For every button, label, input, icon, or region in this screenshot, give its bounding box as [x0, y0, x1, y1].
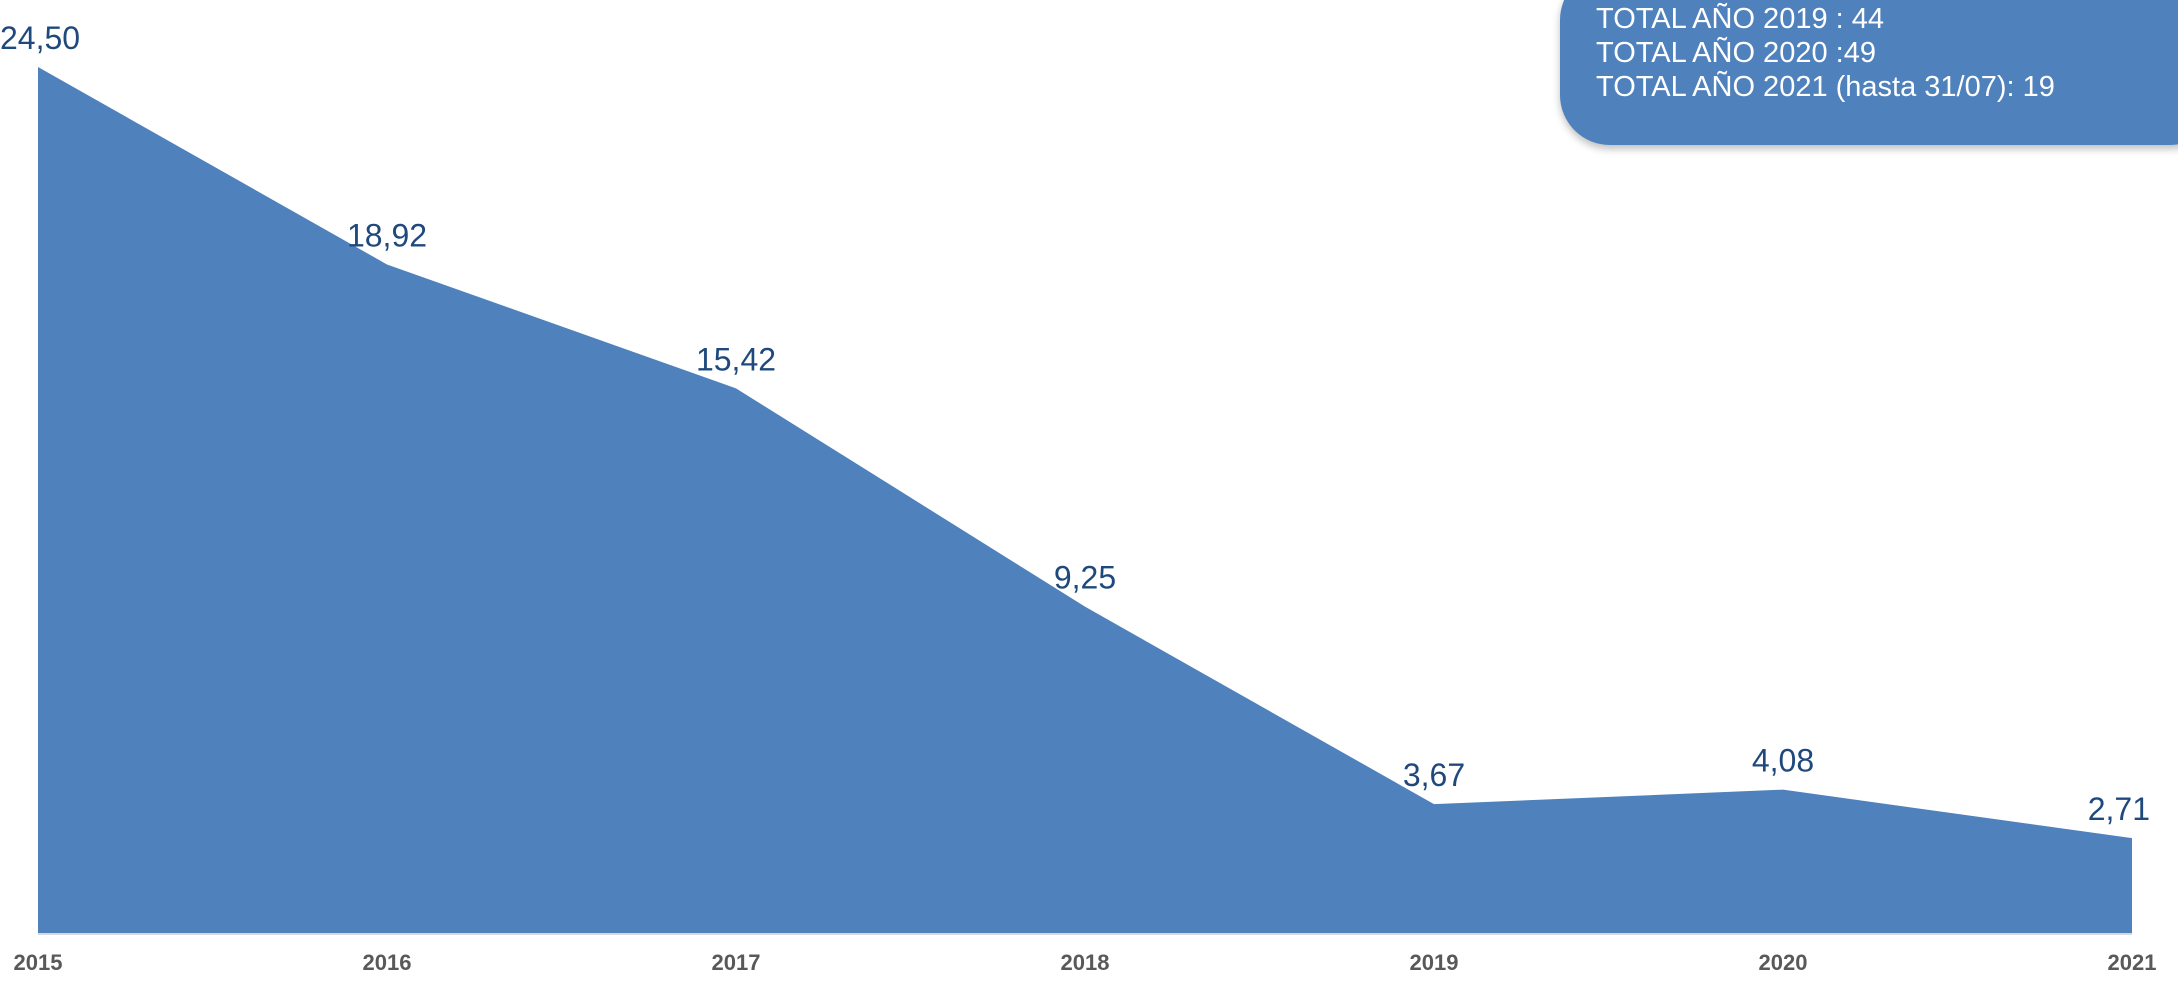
data-label-2017: 15,42	[696, 341, 776, 377]
data-label-2015: 24,50	[0, 20, 80, 56]
totals-callout	[1560, 0, 2178, 145]
x-tick-labels-layer: 2015 2016 2017 2018 2019 2020 2021	[14, 950, 2157, 975]
data-label-2016: 18,92	[347, 217, 427, 253]
data-labels-layer: 24,50 18,92 15,42 9,25 3,67 4,08 2,71	[0, 20, 2150, 827]
x-tick-label-2017: 2017	[712, 950, 761, 975]
x-tick-label-2016: 2016	[363, 950, 412, 975]
x-tick-label-2018: 2018	[1061, 950, 1110, 975]
total-2020: TOTAL AÑO 2020 :49	[1596, 37, 1876, 69]
x-tick-label-2021: 2021	[2108, 950, 2157, 975]
x-tick-label-2015: 2015	[14, 950, 63, 975]
x-tick-label-2020: 2020	[1759, 950, 1808, 975]
total-2021: TOTAL AÑO 2021 (hasta 31/07): 19	[1596, 71, 2055, 103]
area-series-layer	[38, 67, 2132, 934]
area-series	[38, 67, 2132, 934]
data-label-2019: 3,67	[1403, 757, 1465, 793]
data-label-2020: 4,08	[1752, 743, 1814, 779]
total-2019: TOTAL AÑO 2019 : 44	[1596, 3, 1885, 35]
x-tick-label-2019: 2019	[1410, 950, 1459, 975]
data-label-2021: 2,71	[2088, 791, 2150, 827]
totals-list: TOTAL AÑO 2019 : 44 TOTAL AÑO 2020 :49 T…	[1596, 2, 2055, 104]
data-label-2018: 9,25	[1054, 560, 1116, 596]
